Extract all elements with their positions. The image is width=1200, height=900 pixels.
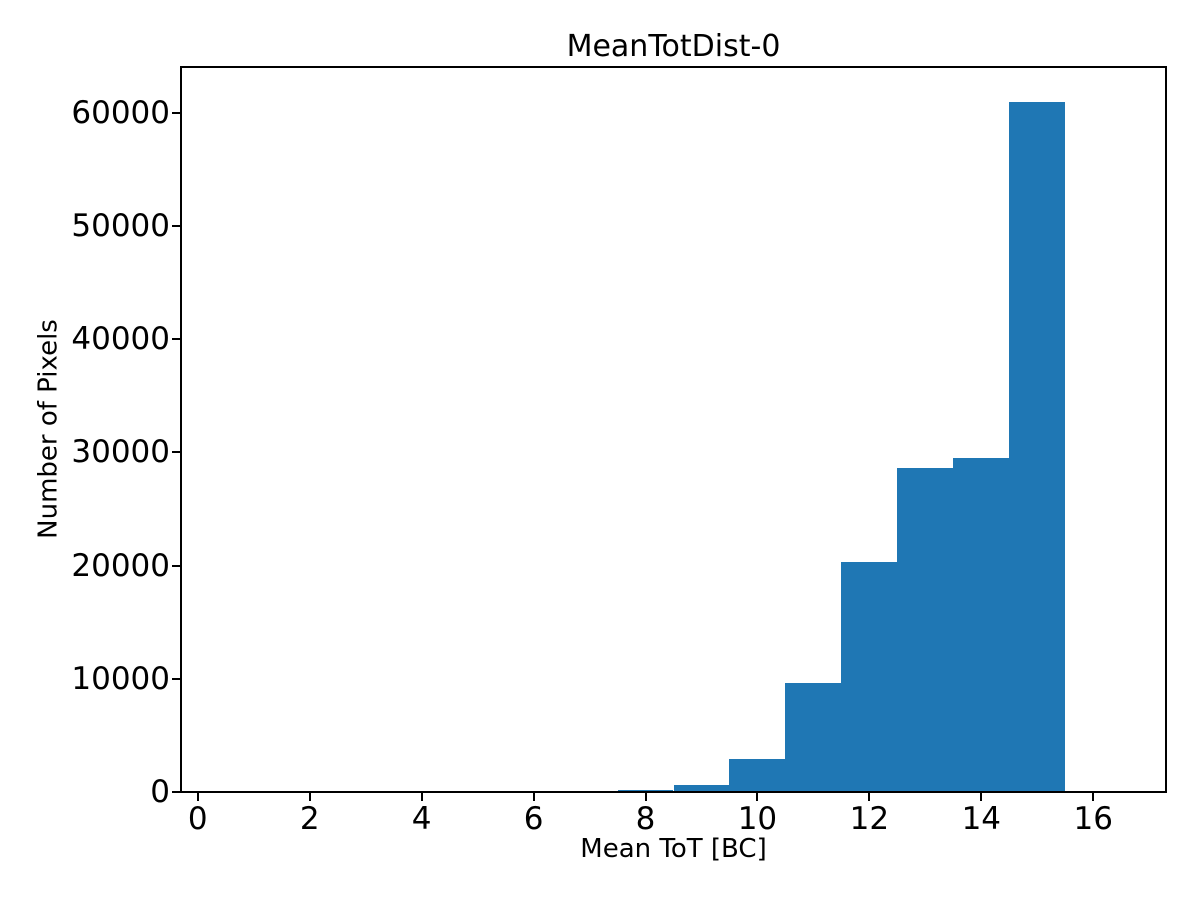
histogram-bar (953, 458, 1010, 792)
x-tick-label: 8 (635, 801, 656, 837)
y-tick-label: 50000 (71, 208, 170, 245)
x-tick (1092, 793, 1095, 801)
x-tick-label: 6 (523, 801, 544, 837)
y-tick-label: 40000 (71, 321, 170, 358)
x-tick-label: 10 (737, 801, 778, 837)
x-tick (196, 793, 199, 801)
axes-spines (180, 66, 1167, 793)
x-axis-label: Mean ToT [BC] (580, 834, 767, 864)
x-tick-label: 0 (187, 801, 208, 837)
chart-title: MeanTotDist-0 (566, 29, 781, 64)
histogram-bar (897, 468, 954, 792)
x-tick (980, 793, 983, 801)
y-tick-label: 10000 (71, 660, 170, 697)
x-tick-label: 12 (849, 801, 890, 837)
y-tick-label: 30000 (71, 434, 170, 471)
x-tick-label: 2 (299, 801, 320, 837)
y-tick (172, 451, 180, 454)
x-tick-label: 14 (961, 801, 1002, 837)
y-tick (172, 338, 180, 341)
plot-area (181, 67, 1166, 792)
histogram-bar (1009, 101, 1066, 792)
x-tick (644, 793, 647, 801)
y-tick (172, 111, 180, 114)
x-tick (756, 793, 759, 801)
y-tick (172, 225, 180, 228)
x-tick-label: 16 (1073, 801, 1113, 837)
y-tick-label: 60000 (71, 94, 170, 131)
x-tick (420, 793, 423, 801)
y-tick (172, 677, 180, 680)
histogram-bar (841, 562, 898, 792)
x-tick (868, 793, 871, 801)
y-tick-label: 0 (150, 774, 170, 810)
y-tick (172, 791, 180, 793)
y-tick (172, 564, 180, 567)
y-tick-label: 20000 (71, 547, 170, 584)
y-axis-label: Number of Pixels (33, 319, 64, 539)
histogram-bar (673, 785, 730, 792)
x-tick (308, 793, 311, 801)
x-tick-label: 4 (411, 801, 432, 837)
histogram-bar (729, 759, 786, 792)
histogram-bar (785, 683, 842, 792)
x-tick (532, 793, 535, 801)
